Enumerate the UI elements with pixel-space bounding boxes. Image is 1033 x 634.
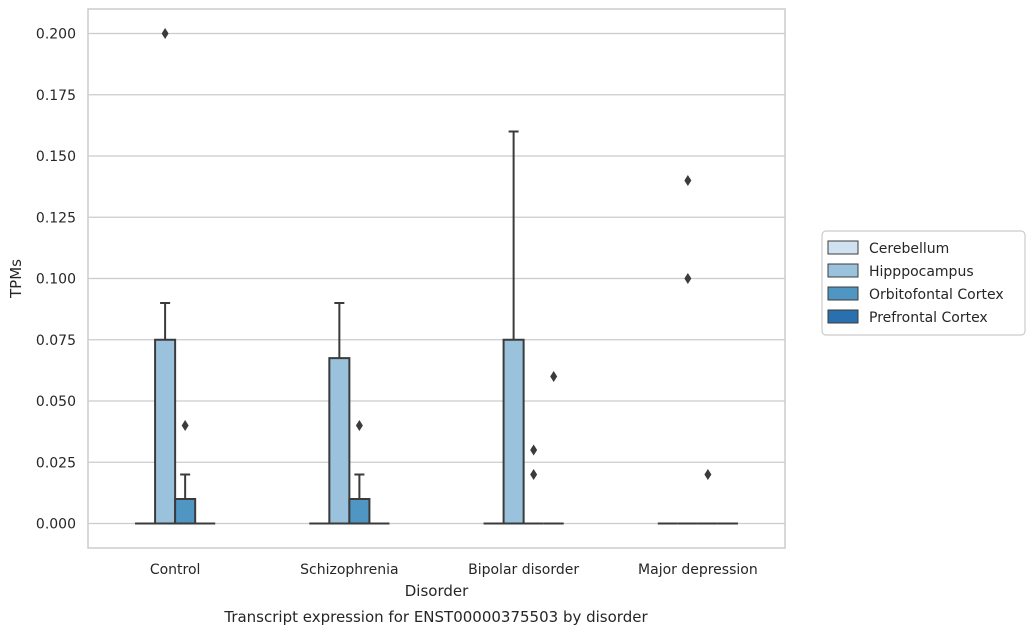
box-marks: [135, 28, 738, 525]
box-hipppocampus: [677, 175, 698, 525]
x-tick-label: Control: [150, 562, 201, 578]
outlier-point: [530, 469, 538, 480]
y-tick-label: 0.150: [36, 149, 76, 165]
box-body: [154, 338, 177, 525]
box-hipppocampus: [154, 28, 177, 525]
box-body: [348, 498, 371, 525]
legend-entry: Prefrontal Cortex: [869, 310, 988, 326]
chart-caption: Transcript expression for ENST0000037550…: [223, 608, 648, 626]
x-tick-label: Schizophrenia: [300, 562, 398, 578]
box-body: [502, 338, 525, 525]
legend-swatch: [827, 309, 859, 324]
y-tick-label: 0.025: [36, 455, 76, 471]
outlier-point: [355, 420, 363, 431]
outlier-point: [550, 371, 558, 382]
y-axis-label: TPMs: [7, 259, 25, 299]
y-tick-label: 0.100: [36, 272, 76, 288]
y-tick-label: 0.000: [36, 517, 76, 533]
plot-frame: [87, 8, 786, 549]
outlier-point: [684, 273, 692, 284]
outlier-point: [181, 420, 189, 431]
legend-entry: Cerebellum: [869, 241, 949, 257]
legend-frame: [821, 230, 1026, 336]
legend: Cerebellum Hipppocampus Orbitofontal Corte…: [821, 230, 1026, 336]
legend-entry: Orbitofontal Cortex: [869, 287, 1004, 303]
legend-swatch: [827, 286, 859, 301]
box-orbitofontal-cortex: [348, 420, 371, 525]
box-hipppocampus: [502, 130, 525, 525]
box-orbitofontal-cortex: [697, 469, 718, 525]
y-tick-label: 0.175: [36, 88, 76, 104]
legend-entry: Hipppocampus: [869, 264, 974, 280]
x-tick-label: Major depression: [638, 562, 758, 578]
y-tick-label: 0.200: [36, 27, 76, 43]
y-tick-labels: 0.000 0.025 0.050 0.075 0.100 0.125 0.150 0.175…: [36, 27, 76, 533]
box-body: [328, 357, 351, 525]
box-prefrontal-cortex: [543, 371, 564, 525]
outlier-point: [704, 469, 712, 480]
outlier-point: [161, 28, 169, 39]
y-tick-label: 0.050: [36, 394, 76, 410]
box-body: [174, 498, 197, 525]
outlier-point: [530, 444, 538, 456]
legend-swatch: [827, 240, 859, 255]
legend-swatch: [827, 263, 859, 278]
box-orbitofontal-cortex: [174, 420, 197, 525]
box-hipppocampus: [328, 302, 351, 525]
y-tick-label: 0.125: [36, 210, 76, 226]
box-orbitofontal-cortex: [523, 444, 544, 525]
x-tick-label: Bipolar disorder: [468, 562, 579, 578]
y-tick-label: 0.075: [36, 333, 76, 349]
outlier-point: [684, 175, 692, 186]
x-axis-label: Disorder: [405, 582, 469, 600]
x-tick-labels: Control Schizophrenia Bipolar disorder Majo…: [150, 562, 758, 578]
